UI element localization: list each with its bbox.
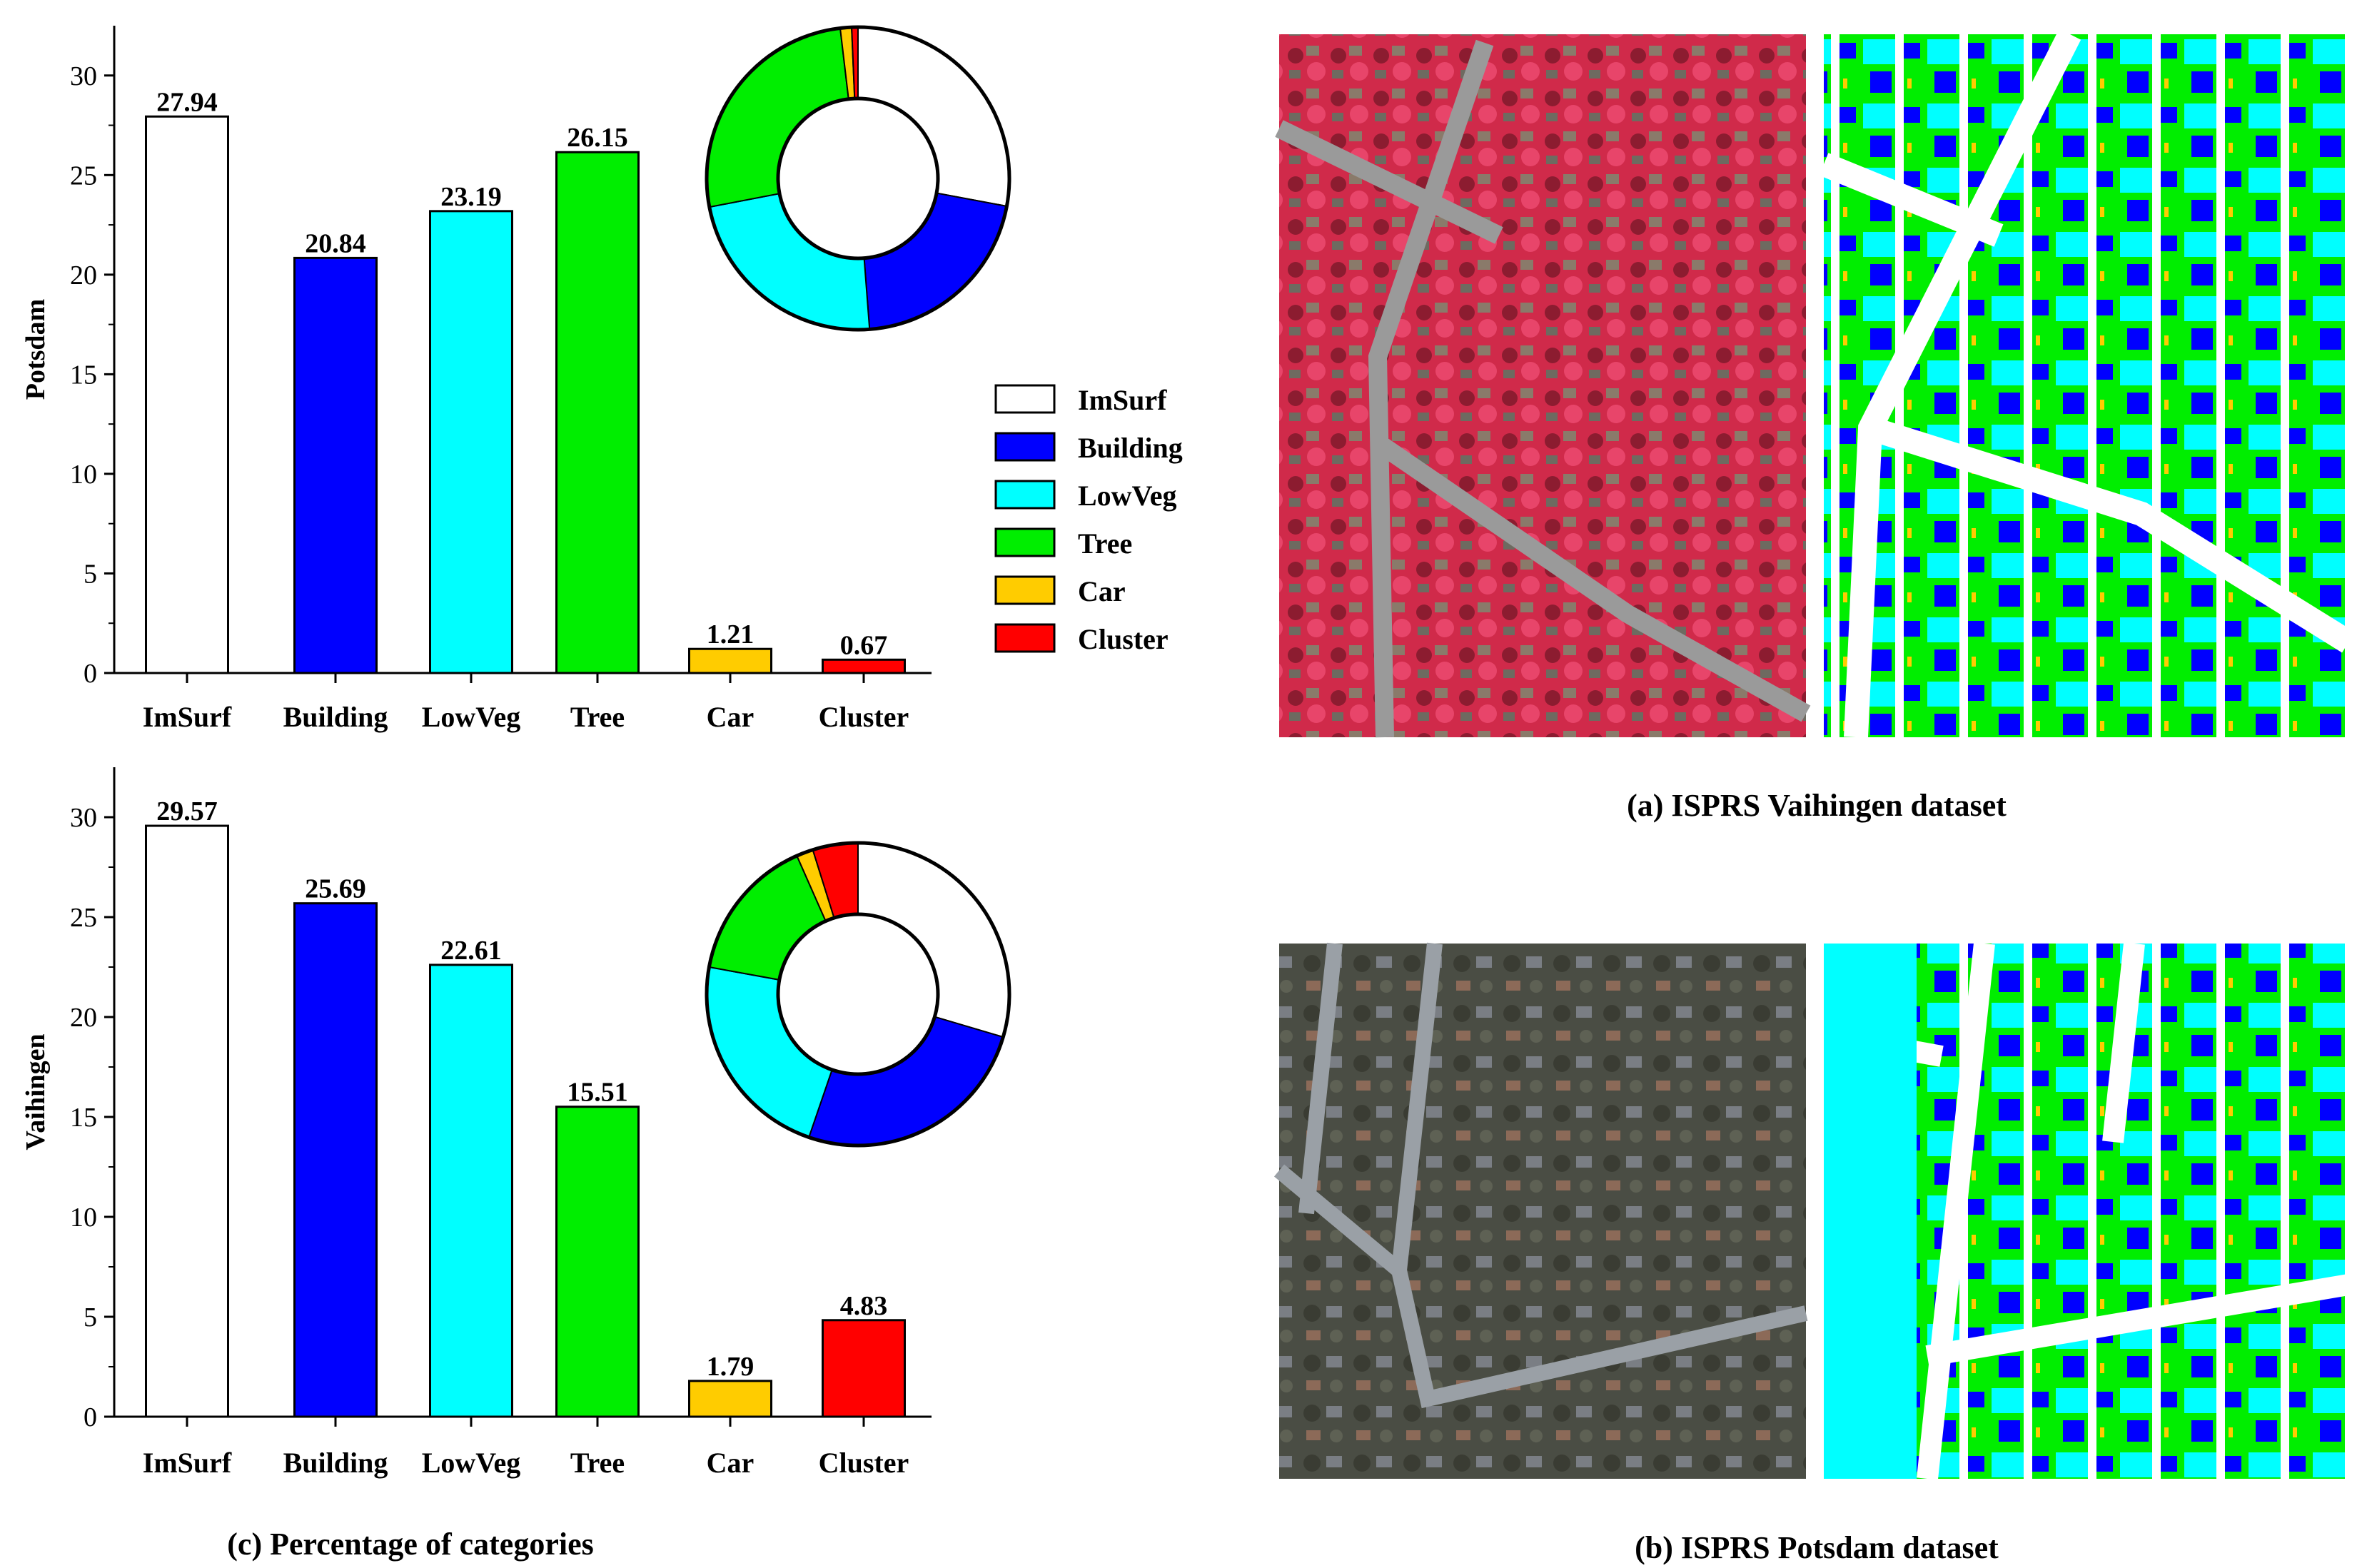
bar-imsurf (145, 824, 229, 1418)
y-tick-label: 30 (70, 61, 97, 91)
x-category-label: Cluster (819, 701, 909, 733)
y-axis-title: Potsdam (21, 299, 51, 400)
donut-outer-ring (705, 841, 1011, 1148)
vaihingen-gt-road (1819, 29, 2355, 738)
potsdam-gt-cyan-field (1824, 944, 1917, 1479)
potsdam-rgb-image (1279, 944, 1806, 1479)
bar-value-label: 23.19 (440, 182, 502, 212)
y-axis-title: Vaihingen (21, 1033, 51, 1150)
vaihingen-ground-truth-image (1824, 34, 2348, 737)
y-tick-label: 5 (84, 1303, 97, 1332)
legend-swatch-cluster (994, 623, 1056, 653)
vaihingen-road (1275, 39, 1811, 738)
potsdam-road (1273, 942, 1808, 1409)
legend-label: Cluster (1078, 623, 1169, 655)
y-tick-label: 20 (70, 261, 97, 290)
potsdam-image-pair (1273, 942, 2351, 1480)
x-category-label: Car (707, 1447, 755, 1479)
bar-imsurf (145, 115, 229, 674)
bar-tree (555, 151, 640, 674)
bar-cluster (822, 658, 906, 674)
y-tick-label: 30 (70, 803, 97, 833)
potsdam-gt-road (1822, 942, 2351, 1480)
bar-tree (555, 1106, 640, 1418)
x-category-label: Cluster (819, 1447, 909, 1479)
y-tick-label: 0 (84, 659, 97, 689)
bar-car (688, 647, 772, 674)
bar-value-label: 20.84 (305, 228, 366, 258)
vaihingen-image-pair (1275, 29, 2355, 738)
legend-label: Building (1078, 432, 1183, 464)
donut-outer-ring (705, 25, 1011, 332)
x-category-label: ImSurf (143, 1447, 232, 1479)
bar-building (293, 902, 378, 1418)
caption-vaihingen: (a) ISPRS Vaihingen dataset (1627, 788, 2007, 823)
y-tick-label: 0 (84, 1402, 97, 1432)
y-tick-label: 20 (70, 1003, 97, 1033)
bar-value-label: 27.94 (156, 87, 218, 117)
bar-value-label: 29.57 (156, 796, 218, 826)
y-tick-label: 25 (70, 161, 97, 191)
x-category-label: Tree (570, 701, 625, 733)
legend-label: ImSurf (1078, 384, 1167, 416)
caption-potsdam: (b) ISPRS Potsdam dataset (1635, 1530, 1999, 1565)
legend-swatch-imsurf (994, 384, 1056, 414)
y-tick-label: 5 (84, 559, 97, 589)
bar-value-label: 4.83 (840, 1291, 888, 1321)
x-category-label: LowVeg (422, 701, 521, 733)
legend-swatch-tree (994, 527, 1056, 557)
bar-value-label: 15.51 (567, 1078, 628, 1108)
bar-value-label: 22.61 (440, 936, 502, 966)
x-category-label: Car (707, 701, 755, 733)
x-category-label: LowVeg (422, 1447, 521, 1479)
bar-value-label: 25.69 (305, 874, 366, 904)
y-tick-label: 15 (70, 360, 97, 390)
y-tick-label: 25 (70, 903, 97, 933)
donut-inner-ring (776, 96, 940, 261)
bar-lowveg (429, 210, 513, 674)
bar-value-label: 1.21 (707, 619, 755, 649)
caption-percentage: (c) Percentage of categories (227, 1527, 593, 1562)
legend: ImSurf Building LowVeg Tree Car Cluster (994, 384, 1183, 655)
y-tick-label: 15 (70, 1103, 97, 1133)
bar-value-label: 1.79 (707, 1352, 755, 1382)
x-category-label: Building (283, 1447, 388, 1479)
legend-swatch-building (994, 432, 1056, 462)
x-category-label: ImSurf (143, 701, 232, 733)
legend-swatch-car (994, 575, 1056, 605)
vaihingen-bar-chart: 0 5 10 15 20 25 30 Vaihingen 29.57 ImSurf 25.69 Bui… (21, 767, 1011, 1479)
vaihingen-cir-image (1279, 34, 1806, 737)
potsdam-bar-chart: 0 5 10 15 20 25 30 Potsdam 27.94 ImSurf 20.84 Build… (21, 25, 1011, 733)
bar-cluster (822, 1319, 906, 1418)
y-tick-label: 10 (70, 1203, 97, 1233)
legend-label: Car (1078, 575, 1126, 607)
legend-swatch-lowveg (994, 480, 1056, 510)
bar-value-label: 26.15 (567, 123, 628, 153)
bar-car (688, 1380, 772, 1418)
y-tick-label: 10 (70, 460, 97, 490)
bar-lowveg (429, 963, 513, 1418)
bar-building (293, 256, 378, 674)
donut-inner-ring (776, 912, 940, 1076)
legend-label: LowVeg (1078, 480, 1177, 512)
x-category-label: Building (283, 701, 388, 733)
x-category-label: Tree (570, 1447, 625, 1479)
legend-label: Tree (1078, 527, 1132, 560)
bar-value-label: 0.67 (840, 630, 888, 660)
